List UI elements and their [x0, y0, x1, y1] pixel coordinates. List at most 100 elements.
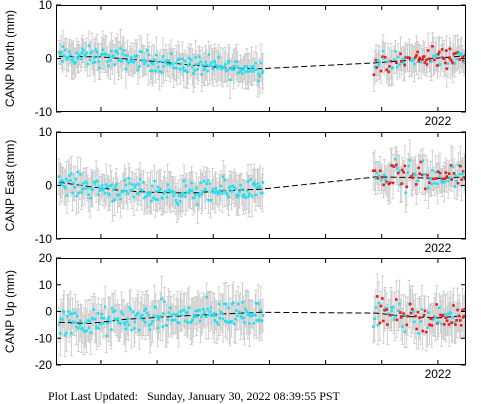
point-old	[201, 63, 204, 67]
point-old	[253, 68, 256, 72]
point-old	[252, 321, 256, 325]
point-old	[75, 314, 79, 318]
point-old	[67, 174, 71, 177]
point-old	[126, 192, 130, 196]
point-old	[251, 70, 255, 73]
point-recent	[422, 314, 426, 317]
point-old	[206, 179, 210, 182]
point-old	[96, 312, 100, 315]
point-old	[100, 53, 104, 57]
point-recent	[396, 171, 400, 175]
point-old	[209, 306, 213, 309]
point-recent	[418, 172, 422, 176]
point-old	[157, 318, 160, 321]
point-old	[83, 330, 86, 333]
point-old	[160, 297, 163, 301]
point-old	[193, 196, 196, 200]
point-old	[119, 197, 122, 201]
point-old	[74, 61, 77, 64]
point-recent	[450, 321, 454, 324]
panel-3: -20 -10 0 10 20 2022 CANP Up (mm)	[3, 251, 466, 381]
point-old	[183, 309, 186, 312]
point-old	[237, 193, 240, 197]
point-old	[135, 192, 139, 196]
point-old	[451, 165, 455, 169]
point-old	[97, 185, 101, 189]
point-old	[62, 310, 66, 314]
point-old	[231, 65, 234, 69]
point-recent	[448, 47, 452, 51]
point-old	[207, 313, 210, 317]
point-old	[103, 191, 107, 195]
point-recent	[426, 49, 430, 52]
point-old	[183, 319, 187, 323]
point-old	[201, 190, 204, 193]
point-recent	[443, 61, 447, 65]
point-old	[88, 319, 92, 323]
point-old	[401, 325, 404, 328]
point-old	[207, 53, 211, 56]
point-recent	[417, 60, 421, 63]
point-old	[168, 63, 172, 67]
point-old	[446, 312, 450, 316]
point-old	[236, 302, 240, 306]
point-recent	[425, 63, 429, 66]
point-old	[390, 309, 393, 313]
point-old	[128, 59, 132, 63]
y-tick-label: 10	[39, 278, 53, 292]
point-old	[92, 56, 96, 59]
point-old	[235, 60, 238, 64]
point-old	[251, 313, 255, 317]
y-axis-label: CANP Up (mm)	[3, 270, 17, 353]
point-old	[129, 308, 133, 311]
point-recent	[443, 177, 447, 181]
point-old	[112, 310, 115, 314]
point-old	[91, 188, 94, 191]
point-old	[398, 302, 401, 306]
point-recent	[406, 314, 410, 318]
point-old	[169, 314, 173, 317]
point-recent	[454, 323, 457, 326]
point-recent	[461, 308, 464, 312]
point-recent	[444, 171, 448, 174]
point-old	[458, 172, 462, 176]
point-old	[124, 67, 128, 71]
point-old	[406, 171, 409, 174]
point-old	[403, 330, 407, 334]
point-old	[427, 311, 430, 314]
point-old	[125, 320, 129, 324]
point-old	[180, 194, 184, 197]
point-old	[120, 310, 123, 314]
point-recent	[411, 176, 414, 180]
point-recent	[456, 181, 460, 185]
point-old	[250, 312, 254, 316]
point-old	[210, 64, 214, 68]
point-old	[149, 191, 152, 194]
point-old	[436, 182, 439, 186]
point-old	[397, 309, 400, 313]
point-old	[124, 183, 128, 187]
panel-2: -10 0 10 2022 CANP East (mm)	[3, 125, 466, 255]
point-old	[187, 191, 190, 194]
point-recent	[422, 55, 426, 58]
y-tick-label: 10	[39, 0, 53, 12]
point-old	[107, 192, 110, 195]
point-old	[57, 50, 61, 54]
point-old	[223, 178, 227, 182]
point-recent	[439, 313, 442, 317]
point-old	[448, 176, 452, 180]
point-old	[82, 181, 85, 185]
point-old	[434, 54, 437, 58]
point-old	[430, 60, 433, 63]
point-old	[111, 55, 114, 59]
point-old	[106, 185, 109, 189]
point-old	[247, 312, 250, 315]
point-old	[438, 175, 441, 179]
point-recent	[395, 61, 398, 65]
point-old	[159, 60, 163, 63]
point-old	[132, 195, 136, 199]
point-old	[173, 66, 177, 70]
point-recent	[416, 310, 420, 314]
point-old	[226, 193, 229, 196]
point-old	[107, 64, 110, 68]
